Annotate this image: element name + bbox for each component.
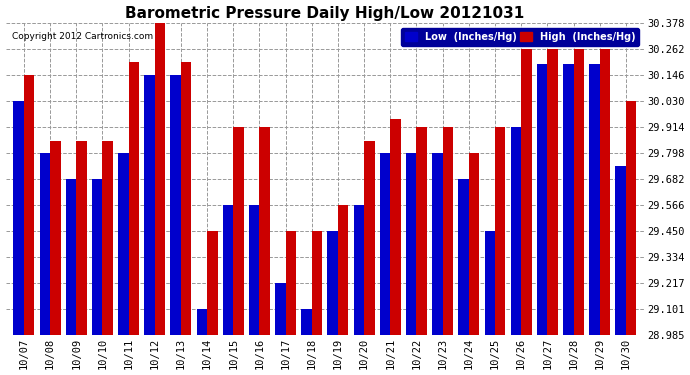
Bar — [589, 64, 600, 335]
Bar — [443, 127, 453, 335]
Bar — [275, 284, 286, 335]
Bar — [223, 205, 233, 335]
Bar — [573, 49, 584, 335]
Bar — [615, 166, 626, 335]
Bar — [76, 141, 87, 335]
Bar — [600, 49, 610, 335]
Bar — [354, 205, 364, 335]
Bar — [547, 49, 558, 335]
Text: Copyright 2012 Cartronics.com: Copyright 2012 Cartronics.com — [12, 33, 153, 42]
Bar — [338, 205, 348, 335]
Bar — [432, 153, 443, 335]
Bar — [13, 101, 24, 335]
Bar — [144, 75, 155, 335]
Bar — [495, 127, 506, 335]
Bar — [626, 101, 636, 335]
Bar — [197, 309, 207, 335]
Bar — [155, 23, 165, 335]
Bar — [92, 179, 102, 335]
Bar — [469, 153, 480, 335]
Bar — [181, 62, 191, 335]
Bar — [66, 179, 76, 335]
Bar — [302, 309, 312, 335]
Bar — [380, 153, 391, 335]
Bar — [50, 141, 61, 335]
Bar — [39, 153, 50, 335]
Bar — [521, 49, 531, 335]
Title: Barometric Pressure Daily High/Low 20121031: Barometric Pressure Daily High/Low 20121… — [126, 6, 524, 21]
Bar — [406, 153, 417, 335]
Bar — [24, 75, 34, 335]
Bar — [128, 62, 139, 335]
Bar — [102, 141, 113, 335]
Bar — [249, 205, 259, 335]
Bar — [537, 64, 547, 335]
Bar — [286, 231, 296, 335]
Bar — [233, 127, 244, 335]
Bar — [118, 153, 128, 335]
Legend: Low  (Inches/Hg), High  (Inches/Hg): Low (Inches/Hg), High (Inches/Hg) — [402, 28, 640, 46]
Bar — [391, 119, 401, 335]
Bar — [458, 179, 469, 335]
Bar — [484, 231, 495, 335]
Bar — [511, 127, 521, 335]
Bar — [312, 231, 322, 335]
Bar — [417, 127, 427, 335]
Bar — [170, 75, 181, 335]
Bar — [207, 231, 217, 335]
Bar — [259, 127, 270, 335]
Bar — [563, 64, 573, 335]
Bar — [328, 231, 338, 335]
Bar — [364, 141, 375, 335]
